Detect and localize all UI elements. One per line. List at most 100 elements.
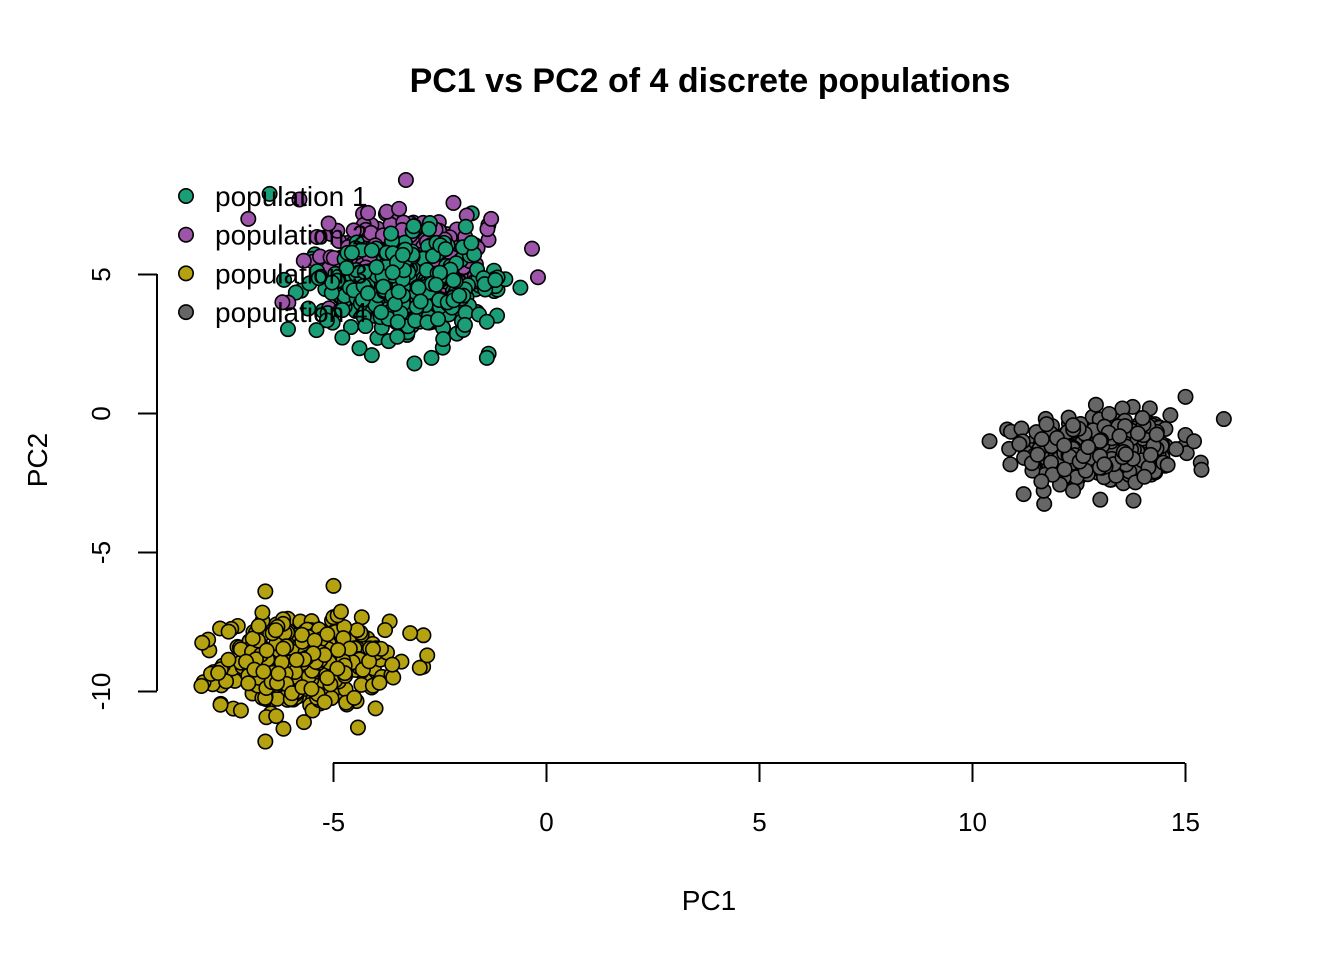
data-point bbox=[220, 623, 237, 640]
data-point bbox=[363, 242, 380, 259]
data-point bbox=[329, 660, 346, 677]
data-point bbox=[1215, 411, 1232, 428]
data-point bbox=[295, 714, 312, 731]
legend-item: population 4 bbox=[178, 297, 368, 328]
data-point bbox=[363, 347, 380, 364]
data-point bbox=[330, 642, 347, 659]
data-point bbox=[411, 659, 428, 676]
data-point bbox=[255, 663, 272, 680]
data-point bbox=[357, 318, 374, 335]
data-point bbox=[428, 276, 445, 293]
data-point bbox=[435, 331, 452, 348]
data-point bbox=[1015, 486, 1032, 503]
data-point bbox=[384, 656, 401, 673]
data-point bbox=[1129, 425, 1146, 442]
data-point bbox=[257, 733, 274, 750]
y-axis-label: PC2 bbox=[22, 433, 53, 487]
legend-label: population 3 bbox=[215, 258, 368, 289]
data-point bbox=[377, 622, 394, 639]
data-point bbox=[1134, 409, 1151, 426]
data-point bbox=[295, 252, 312, 269]
data-point bbox=[463, 234, 480, 251]
data-point bbox=[274, 294, 291, 311]
data-point bbox=[1148, 426, 1165, 443]
series-1 bbox=[261, 185, 529, 372]
data-point bbox=[1011, 436, 1028, 453]
x-axis-ticks: -5 0 5 10 15 bbox=[322, 763, 1200, 837]
data-point bbox=[483, 210, 500, 227]
data-point bbox=[478, 313, 495, 330]
data-point bbox=[240, 210, 257, 227]
data-point bbox=[258, 642, 275, 659]
data-point bbox=[367, 700, 384, 717]
data-point bbox=[1036, 495, 1053, 512]
data-point bbox=[320, 215, 337, 232]
data-point bbox=[349, 622, 366, 639]
data-point bbox=[373, 304, 390, 321]
data-point bbox=[308, 322, 325, 339]
legend: population 1 population 2 population 3 popu… bbox=[178, 181, 368, 328]
data-point bbox=[291, 191, 308, 208]
data-point bbox=[402, 625, 419, 642]
data-point bbox=[371, 674, 388, 691]
data-point bbox=[220, 651, 237, 668]
legend-label: population 1 bbox=[215, 181, 368, 212]
data-point bbox=[1038, 416, 1055, 433]
data-point bbox=[405, 218, 422, 235]
data-point bbox=[346, 689, 363, 706]
data-point bbox=[1033, 431, 1050, 448]
data-point bbox=[1162, 407, 1179, 424]
data-point bbox=[360, 204, 377, 221]
data-point bbox=[343, 244, 360, 261]
legend-label: population 2 bbox=[215, 220, 368, 251]
data-point bbox=[1193, 461, 1210, 478]
data-point bbox=[193, 677, 210, 694]
data-point bbox=[1117, 446, 1134, 463]
data-point bbox=[324, 274, 341, 291]
x-axis-label: PC1 bbox=[682, 885, 736, 916]
x-tick-label: 10 bbox=[958, 807, 987, 837]
data-point bbox=[457, 218, 474, 235]
data-point bbox=[445, 272, 462, 289]
legend-item: population 1 bbox=[178, 181, 368, 212]
data-point bbox=[309, 228, 326, 245]
data-point bbox=[390, 283, 407, 300]
data-point bbox=[487, 272, 504, 289]
data-point bbox=[212, 696, 229, 713]
data-point bbox=[349, 719, 366, 736]
data-point bbox=[410, 279, 427, 296]
data-point bbox=[415, 627, 432, 644]
legend-marker bbox=[178, 304, 195, 321]
data-point bbox=[1080, 438, 1097, 455]
x-tick-label: 0 bbox=[539, 807, 553, 837]
data-point bbox=[338, 259, 355, 276]
data-point bbox=[1029, 446, 1046, 463]
y-tick-label: -5 bbox=[86, 541, 116, 564]
data-point bbox=[1002, 456, 1019, 473]
data-point bbox=[451, 287, 468, 304]
data-point bbox=[524, 240, 541, 257]
data-point bbox=[1056, 437, 1073, 454]
data-point bbox=[1159, 456, 1176, 473]
data-point bbox=[478, 349, 495, 366]
series-3 bbox=[193, 577, 436, 750]
data-point bbox=[383, 225, 400, 242]
data-point bbox=[316, 694, 333, 711]
data-point bbox=[1177, 388, 1194, 405]
y-axis-ticks: -10 -5 0 5 bbox=[86, 267, 157, 710]
data-point bbox=[351, 340, 368, 357]
data-point bbox=[267, 622, 284, 639]
data-point bbox=[270, 665, 287, 682]
data-point bbox=[275, 640, 292, 657]
data-point bbox=[1092, 491, 1109, 508]
data-point bbox=[389, 313, 406, 330]
data-point bbox=[334, 329, 351, 346]
data-point bbox=[389, 328, 406, 345]
data-point bbox=[1186, 433, 1203, 450]
legend-marker bbox=[178, 226, 195, 243]
data-point bbox=[276, 271, 293, 288]
y-tick-label: -10 bbox=[86, 673, 116, 711]
data-point bbox=[456, 316, 473, 333]
chart-title: PC1 vs PC2 of 4 discrete populations bbox=[410, 62, 1011, 100]
data-point bbox=[437, 241, 454, 258]
